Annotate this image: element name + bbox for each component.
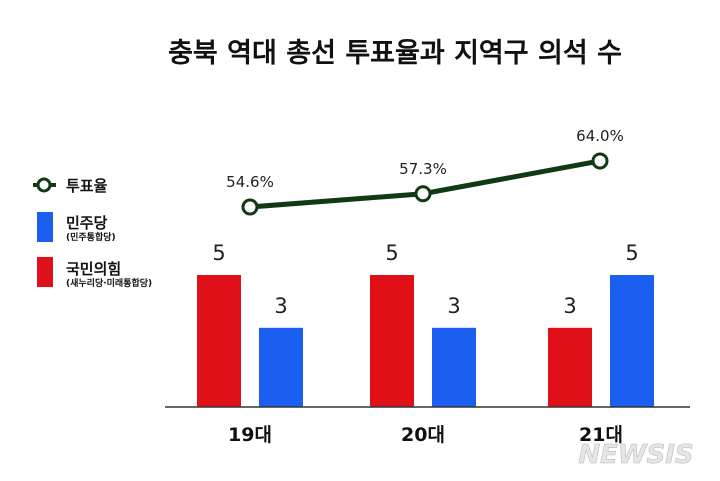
legend-sub-democratic: (민주통합당) bbox=[66, 231, 116, 243]
turnout-point bbox=[241, 198, 259, 216]
turnout-point bbox=[414, 185, 432, 203]
bar-ppp bbox=[197, 275, 241, 407]
legend-democratic: 민주당 (민주통합당) bbox=[37, 212, 116, 243]
legend-label-ppp: 국민의힘 bbox=[66, 260, 121, 278]
x-tick-label: 20대 bbox=[401, 424, 445, 446]
bar-democratic bbox=[432, 327, 476, 407]
x-tick-label: 21대 bbox=[579, 424, 623, 446]
legend: 투표율 민주당 (민주통합당) 국민의힘 (새누리당·미래통합당) bbox=[33, 177, 152, 289]
legend-ppp: 국민의힘 (새누리당·미래통합당) bbox=[37, 257, 152, 289]
legend-swatch-red bbox=[37, 257, 53, 287]
bar-democratic bbox=[610, 275, 654, 407]
bars: 5 3 5 3 3 5 bbox=[197, 241, 654, 407]
turnout-label: 57.3% bbox=[399, 160, 447, 178]
legend-swatch-blue bbox=[37, 212, 53, 242]
bar-value-label: 5 bbox=[625, 241, 638, 265]
legend-marker-icon bbox=[36, 177, 52, 193]
x-tick-labels: 19대 20대 21대 bbox=[228, 424, 623, 446]
legend-sub-ppp: (새누리당·미래통합당) bbox=[66, 277, 152, 289]
bar-value-label: 3 bbox=[274, 294, 287, 318]
bar-value-label: 3 bbox=[563, 294, 576, 318]
bar-ppp bbox=[370, 275, 414, 407]
turnout-label: 54.6% bbox=[226, 173, 274, 191]
turnout-line: 54.6% 57.3% 64.0% bbox=[226, 127, 624, 216]
bar-ppp bbox=[548, 327, 592, 407]
turnout-label: 64.0% bbox=[576, 127, 624, 145]
bar-value-label: 5 bbox=[212, 241, 225, 265]
newsis-watermark: NEWSIS bbox=[578, 440, 693, 470]
legend-turnout: 투표율 bbox=[33, 177, 108, 195]
legend-label-democratic: 민주당 bbox=[66, 214, 108, 232]
chart-title: 충북 역대 총선 투표율과 지역구 의석 수 bbox=[168, 38, 622, 69]
turnout-point bbox=[591, 152, 609, 170]
bar-democratic bbox=[259, 327, 303, 407]
x-tick-label: 19대 bbox=[228, 424, 272, 446]
bar-value-label: 5 bbox=[385, 241, 398, 265]
bar-value-label: 3 bbox=[447, 294, 460, 318]
legend-label-turnout: 투표율 bbox=[66, 177, 108, 195]
